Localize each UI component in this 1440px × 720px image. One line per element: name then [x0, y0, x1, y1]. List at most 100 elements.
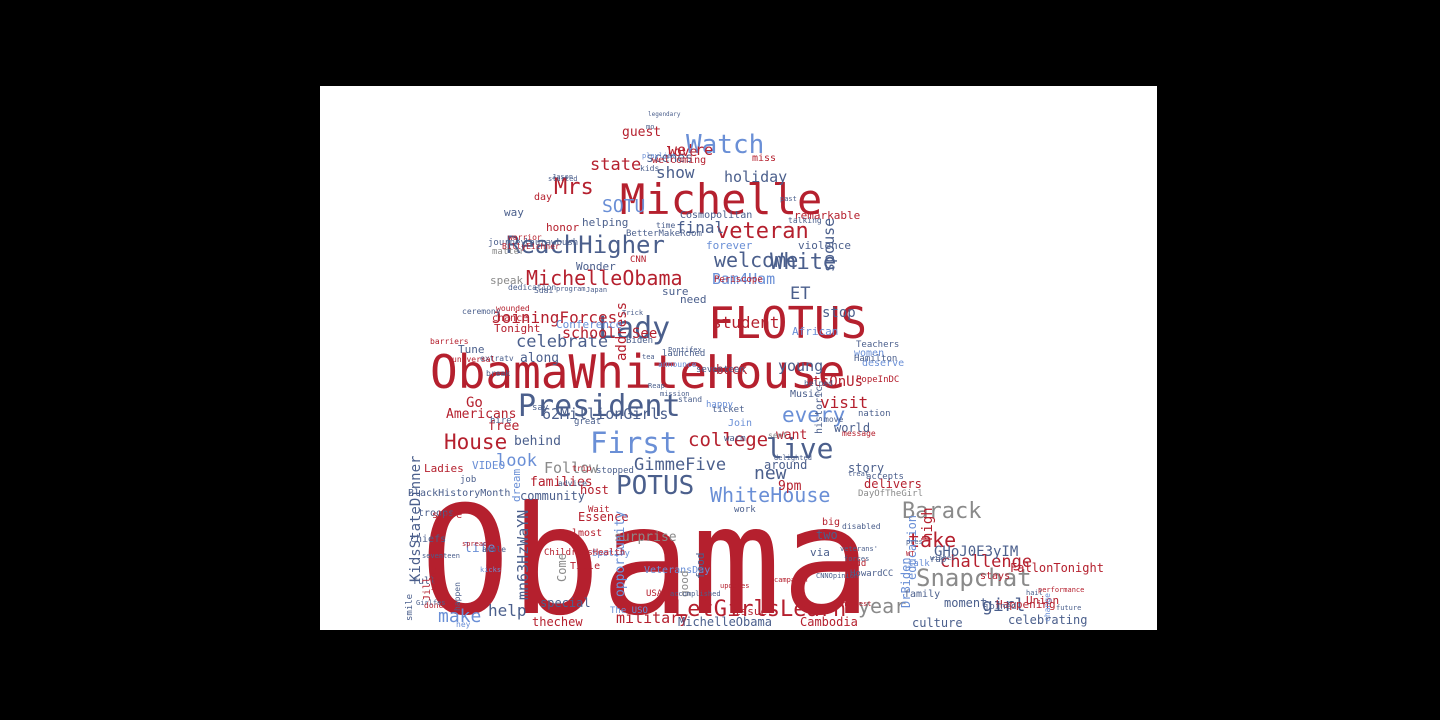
cloud-word: helping: [582, 216, 628, 229]
cloud-word: Follow: [544, 459, 599, 477]
cloud-word: way: [504, 206, 524, 219]
cloud-word: KidsStateDinner: [408, 456, 424, 582]
cloud-word: final: [676, 218, 724, 237]
cloud-word: See: [632, 326, 657, 342]
cloud-word: Conference: [556, 318, 622, 331]
cloud-word: veterans': [840, 545, 878, 553]
cloud-word: program: [556, 285, 586, 293]
cloud-word: via: [810, 546, 830, 559]
cloud-word: kids: [640, 164, 659, 173]
cloud-word: Periscope: [714, 275, 763, 285]
cloud-word: MichelleObama: [526, 266, 683, 290]
cloud-word: Join: [728, 418, 752, 429]
cloud-word: talk: [908, 559, 930, 569]
cloud-word: women: [854, 348, 884, 359]
cloud-word: talking: [788, 216, 822, 225]
cloud-word: back: [716, 363, 747, 378]
cloud-word: chiefs: [410, 534, 446, 545]
cloud-word: special: [540, 596, 591, 610]
cloud-word: almost: [566, 528, 602, 539]
cloud-word: message: [842, 429, 876, 438]
cloud-word: year: [858, 594, 906, 618]
cloud-word: Watch: [686, 130, 764, 160]
cloud-word: The USO: [610, 606, 648, 616]
cloud-word: change: [1043, 593, 1052, 622]
cloud-word: day: [534, 192, 552, 203]
cloud-word: thechew: [532, 615, 583, 629]
cloud-word: laurawbush: [524, 238, 578, 248]
cloud-word: Wonder: [576, 260, 616, 273]
cloud-word: look: [496, 451, 537, 471]
cloud-word: wrote: [429, 566, 438, 590]
cloud-word: remarkable: [794, 209, 860, 222]
cloud-word: Music: [790, 389, 820, 400]
cloud-word: 62MillionGirls: [542, 405, 668, 423]
cloud-word: stop: [822, 305, 856, 321]
cloud-word: mo: [646, 123, 654, 131]
cloud-word: help: [488, 601, 527, 620]
cloud-word: CNNOpinion: [816, 572, 858, 580]
cloud-word: WT: [906, 550, 915, 558]
cloud-word: culture: [912, 616, 963, 630]
cloud-word: celebrating: [1008, 613, 1087, 627]
cloud-word: done: [424, 601, 443, 610]
cloud-word: sure: [662, 285, 689, 298]
cloud-word: African: [792, 325, 838, 338]
word-cloud-canvas: Obama ObamaWhiteHouse FLOTUS Michelle Presid…: [320, 86, 1157, 630]
cloud-word: past: [780, 195, 797, 203]
cloud-word: happy: [706, 400, 734, 410]
cloud-word: Reap: [648, 382, 665, 390]
cloud-word: Ladies: [424, 462, 464, 475]
cloud-word: campaign: [774, 576, 808, 584]
cloud-word: House: [444, 430, 507, 454]
cloud-word: barriers: [430, 337, 469, 346]
cloud-word: universal: [452, 355, 496, 364]
cloud-word: Michelle: [620, 175, 822, 224]
cloud-word: need: [680, 293, 707, 306]
cloud-word: state: [590, 155, 641, 175]
cloud-word: matter: [492, 247, 525, 257]
cloud-word: great: [574, 417, 601, 427]
cloud-word: along: [520, 351, 559, 366]
cloud-word: Tonight: [494, 322, 540, 335]
cloud-word: story: [848, 461, 884, 475]
cloud-word: want: [776, 428, 807, 443]
cloud-word: spouse: [820, 218, 838, 272]
cloud-word: playlist: [642, 152, 676, 160]
cloud-word: life: [464, 541, 495, 556]
cloud-word: violence: [798, 239, 851, 252]
cloud-word: ticket: [712, 405, 745, 415]
cloud-word: started: [548, 175, 578, 183]
cloud-word: SOTU: [602, 196, 645, 217]
cloud-word: love: [666, 145, 697, 160]
cloud-word: family: [904, 589, 940, 600]
cloud-word: joined: [984, 602, 1017, 612]
cloud-word: world: [834, 421, 870, 435]
cloud-word: advice: [558, 479, 587, 488]
cloud-word: Pontifex: [668, 346, 702, 354]
cloud-word: full: [412, 576, 436, 587]
cloud-word: Snapchat: [916, 564, 1032, 592]
cloud-word: chance: [492, 313, 528, 324]
cloud-word: warrior: [508, 233, 542, 242]
cloud-word: MichelleObama: [678, 615, 772, 629]
cloud-word: veteran: [716, 219, 809, 244]
cloud-word: stand: [678, 395, 702, 404]
cloud-word: community: [520, 489, 585, 503]
cloud-word: rap: [930, 555, 946, 565]
cloud-word: DrBiden: [899, 557, 913, 608]
cloud-word: Bam4Ham: [712, 270, 775, 288]
cloud-word: miss: [752, 153, 776, 164]
cloud-word: Jill: [422, 577, 433, 601]
cloud-word: Biden: [626, 336, 653, 346]
cloud-word: Americans: [446, 407, 516, 422]
cloud-word: First: [590, 426, 677, 460]
cloud-word: historic: [814, 386, 825, 434]
cloud-word: honor: [546, 221, 579, 234]
cloud-word: Japan: [586, 286, 607, 294]
cloud-word: two: [816, 528, 838, 542]
cloud-word: tea: [642, 353, 655, 361]
cloud-word: CNN: [630, 255, 646, 265]
cloud-word: say: [532, 403, 549, 413]
cloud-word: surprise: [614, 530, 677, 545]
